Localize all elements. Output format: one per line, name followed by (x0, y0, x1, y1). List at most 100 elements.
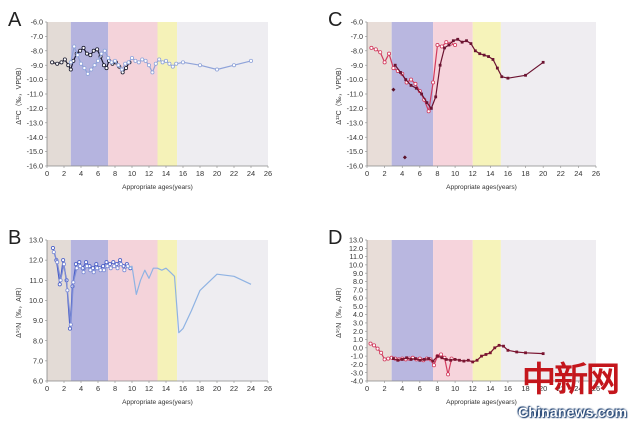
data-point (409, 77, 414, 82)
age-band-5 (500, 22, 596, 166)
data-point (438, 352, 443, 357)
y-tick-label: 9.0 (33, 316, 43, 325)
data-point (418, 358, 422, 362)
data-point (405, 356, 409, 360)
x-tick-label: 26 (592, 384, 600, 393)
x-tick-label: 12 (145, 384, 153, 393)
data-point (95, 266, 100, 271)
data-point (524, 351, 527, 355)
data-point (68, 67, 73, 72)
y-tick-label: -1.0 (351, 352, 363, 361)
y-tick-label: 7.0 (33, 356, 43, 365)
y-tick-label: -11.0 (347, 90, 363, 99)
panel-letter: C (328, 9, 342, 31)
data-point (460, 40, 464, 44)
x-tick-label: 8 (113, 169, 117, 178)
data-point (462, 359, 466, 363)
y-tick-label: 13.0 (349, 236, 363, 245)
data-point (65, 288, 70, 293)
panel-d: -4.0-3.0-2.0-1.00.01.02.03.04.05.06.07.0… (328, 227, 600, 406)
data-point (440, 356, 444, 360)
series-line-3 (127, 265, 252, 334)
data-point (119, 67, 124, 72)
data-point (68, 322, 73, 327)
age-band-3 (108, 22, 158, 166)
data-point (122, 268, 127, 273)
data-point (493, 346, 497, 350)
data-point (399, 71, 402, 74)
x-tick-label: 8 (113, 384, 117, 393)
data-point (431, 363, 436, 368)
y-tick-label: 1.0 (353, 335, 363, 344)
y-tick-label: 11.0 (350, 252, 363, 261)
data-point (451, 39, 455, 43)
x-tick-label: 2 (383, 169, 387, 178)
data-point (160, 60, 165, 65)
x-axis-label: Appropriate ages(years) (122, 184, 193, 191)
data-point (453, 43, 458, 48)
data-point (77, 260, 82, 265)
data-point (101, 63, 106, 68)
y-tick-label: 10.0 (349, 260, 363, 269)
x-tick-label: 4 (400, 169, 404, 178)
data-point (78, 48, 83, 53)
age-band-5 (500, 240, 596, 381)
data-point (82, 66, 87, 71)
x-tick-label: 6 (418, 169, 422, 178)
data-point (379, 350, 384, 355)
data-point (447, 43, 451, 47)
outlier-point (391, 87, 396, 92)
age-band-5 (177, 22, 268, 166)
x-tick-label: 20 (213, 169, 221, 178)
y-tick-label: -13.0 (347, 118, 363, 127)
data-point (73, 262, 78, 267)
data-point (150, 70, 155, 75)
data-point (436, 354, 439, 358)
data-point (453, 358, 457, 361)
data-point (413, 81, 418, 86)
y-tick-label: 3.0 (353, 319, 363, 328)
y-tick-label: 11.0 (30, 276, 43, 285)
data-point (163, 58, 168, 63)
data-point (84, 260, 89, 265)
data-point (435, 43, 440, 48)
y-tick-label: -14.0 (27, 133, 43, 142)
data-point (111, 260, 116, 265)
x-tick-label: 10 (128, 169, 136, 178)
x-tick-label: 10 (128, 384, 136, 393)
y-tick-label: -9.0 (31, 61, 43, 70)
data-point (500, 75, 504, 79)
data-point (429, 107, 433, 110)
y-tick-label: -12.0 (347, 104, 363, 113)
x-axis-label: Appropriate ages(years) (446, 184, 517, 191)
y-tick-label: -2.0 (351, 360, 363, 369)
y-tick-label: 9.0 (353, 269, 363, 278)
y-tick-label: -15.0 (347, 147, 363, 156)
data-point (400, 358, 404, 361)
data-point (487, 55, 490, 58)
data-point (78, 264, 83, 269)
data-point (107, 262, 112, 267)
x-tick-label: 24 (574, 384, 582, 393)
outlier-point (402, 155, 407, 160)
data-point (484, 353, 488, 356)
data-point (136, 60, 141, 65)
data-point (115, 266, 120, 271)
data-point (444, 358, 448, 361)
data-point (153, 61, 158, 66)
y-tick-label: 6.0 (33, 377, 43, 386)
y-tick-label: -16.0 (27, 162, 43, 171)
data-point (104, 260, 109, 265)
x-tick-label: 14 (486, 169, 494, 178)
y-tick-label: -8.0 (351, 46, 363, 55)
y-tick-label: -6.0 (351, 18, 363, 27)
age-band-1 (367, 22, 392, 166)
y-tick-label: 5.0 (353, 302, 363, 311)
age-band-4 (157, 22, 178, 166)
x-tick-label: 26 (264, 169, 272, 178)
x-tick-label: 4 (400, 384, 404, 393)
x-tick-label: 6 (418, 384, 422, 393)
y-tick-label: 0.0 (353, 343, 363, 352)
x-tick-label: 26 (264, 384, 272, 393)
y-tick-label: 12.0 (29, 256, 43, 265)
